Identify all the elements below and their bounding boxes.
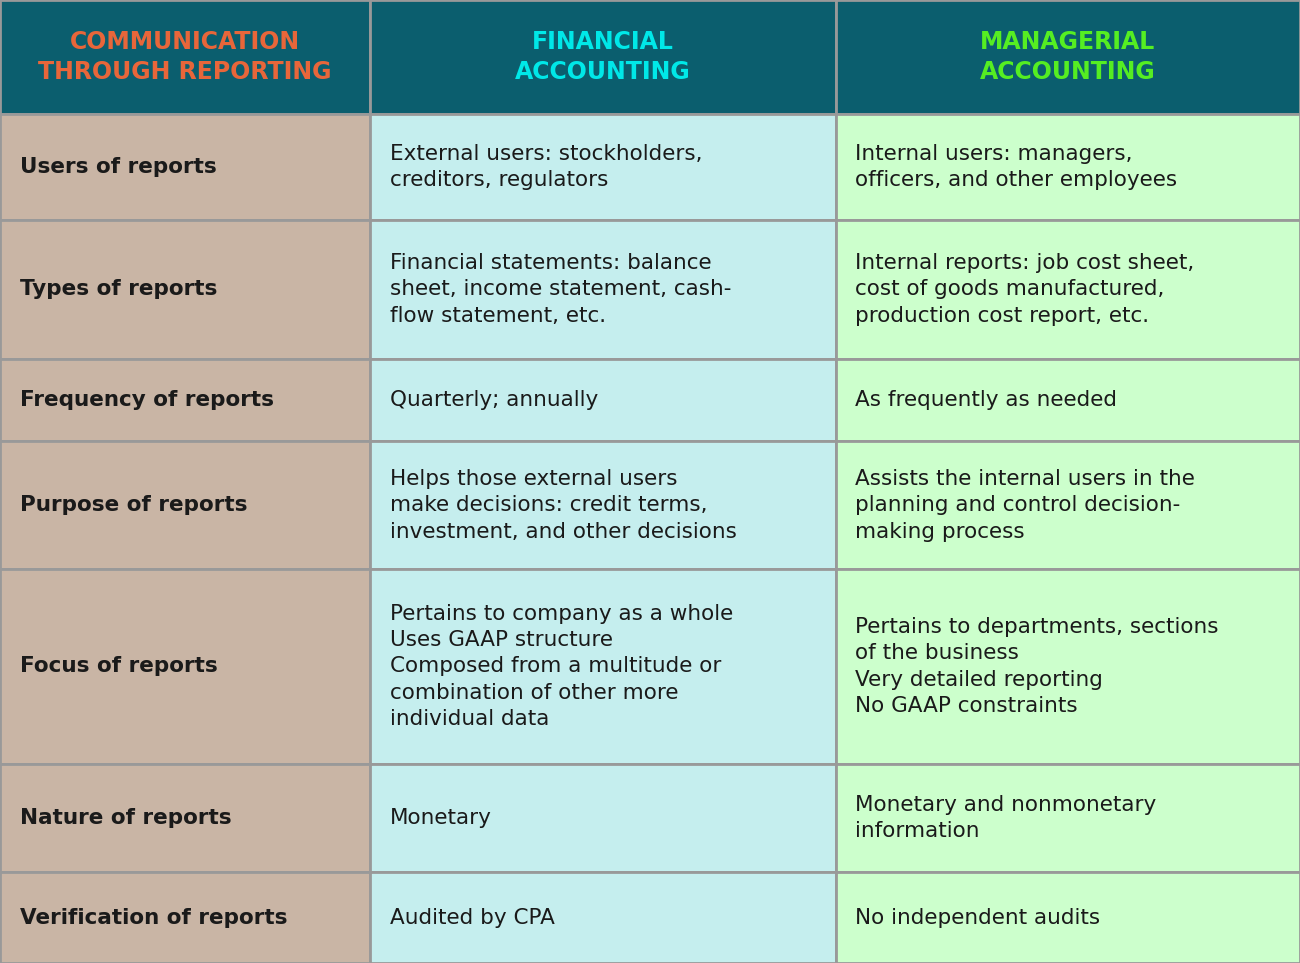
Text: Financial statements: balance
sheet, income statement, cash-
flow statement, etc: Financial statements: balance sheet, inc…: [390, 253, 732, 325]
Text: Nature of reports: Nature of reports: [20, 808, 231, 828]
Bar: [370, 221, 836, 358]
Bar: [836, 441, 1300, 569]
Text: Monetary and nonmonetary
information: Monetary and nonmonetary information: [855, 794, 1157, 841]
Bar: [836, 569, 1300, 764]
Text: Purpose of reports: Purpose of reports: [20, 495, 247, 515]
Text: Internal users: managers,
officers, and other employees: Internal users: managers, officers, and …: [855, 143, 1178, 190]
Bar: [0, 569, 370, 764]
Bar: [836, 114, 1300, 221]
Bar: [836, 358, 1300, 441]
Bar: [370, 0, 836, 114]
Text: Types of reports: Types of reports: [20, 279, 217, 299]
Bar: [370, 764, 836, 872]
Text: External users: stockholders,
creditors, regulators: External users: stockholders, creditors,…: [390, 143, 702, 190]
Text: As frequently as needed: As frequently as needed: [855, 390, 1118, 410]
Text: Quarterly; annually: Quarterly; annually: [390, 390, 598, 410]
Text: MANAGERIAL
ACCOUNTING: MANAGERIAL ACCOUNTING: [980, 30, 1156, 84]
Text: Monetary: Monetary: [390, 808, 491, 828]
Bar: [0, 114, 370, 221]
Bar: [370, 114, 836, 221]
Bar: [836, 872, 1300, 963]
Bar: [836, 0, 1300, 114]
Text: Frequency of reports: Frequency of reports: [20, 390, 273, 410]
Text: COMMUNICATION
THROUGH REPORTING: COMMUNICATION THROUGH REPORTING: [39, 30, 332, 84]
Text: Pertains to company as a whole
Uses GAAP structure
Composed from a multitude or
: Pertains to company as a whole Uses GAAP…: [390, 604, 733, 729]
Bar: [836, 764, 1300, 872]
Bar: [370, 358, 836, 441]
Text: Focus of reports: Focus of reports: [20, 657, 217, 676]
Text: Audited by CPA: Audited by CPA: [390, 907, 555, 927]
Bar: [370, 872, 836, 963]
Text: Pertains to departments, sections
of the business
Very detailed reporting
No GAA: Pertains to departments, sections of the…: [855, 617, 1219, 716]
Text: Internal reports: job cost sheet,
cost of goods manufactured,
production cost re: Internal reports: job cost sheet, cost o…: [855, 253, 1195, 325]
Bar: [370, 569, 836, 764]
Bar: [370, 441, 836, 569]
Bar: [0, 358, 370, 441]
Bar: [836, 221, 1300, 358]
Text: Users of reports: Users of reports: [20, 157, 216, 177]
Text: Assists the internal users in the
planning and control decision-
making process: Assists the internal users in the planni…: [855, 469, 1195, 541]
Text: Verification of reports: Verification of reports: [20, 907, 287, 927]
Text: Helps those external users
make decisions: credit terms,
investment, and other d: Helps those external users make decision…: [390, 469, 737, 541]
Bar: [0, 0, 370, 114]
Bar: [0, 872, 370, 963]
Text: FINANCIAL
ACCOUNTING: FINANCIAL ACCOUNTING: [515, 30, 692, 84]
Text: No independent audits: No independent audits: [855, 907, 1101, 927]
Bar: [0, 764, 370, 872]
Bar: [0, 441, 370, 569]
Bar: [0, 221, 370, 358]
